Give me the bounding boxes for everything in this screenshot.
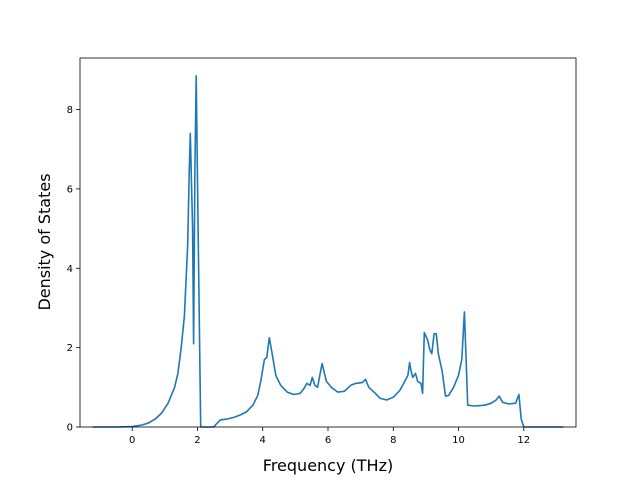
y-tick-label: 2 [67, 343, 73, 354]
y-tick-label: 0 [67, 423, 73, 434]
y-axis-label: Density of States [35, 173, 54, 310]
series-layer [92, 75, 564, 428]
ticks-layer: 0 2 4 6 8 10 12 0 2 4 6 8 [67, 105, 531, 446]
x-tick-label: 10 [452, 435, 465, 446]
y-tick-label: 6 [67, 184, 73, 195]
x-tick-label: 6 [325, 435, 331, 446]
x-tick-label: 8 [390, 435, 396, 446]
y-tick-label: 8 [67, 105, 73, 116]
x-tick-label: 0 [129, 435, 135, 446]
x-tick-label: 2 [194, 435, 200, 446]
x-tick-label: 12 [517, 435, 530, 446]
x-axis-label: Frequency (THz) [263, 456, 393, 475]
y-tick-label: 4 [67, 264, 73, 275]
plot-area-frame [79, 57, 577, 428]
x-tick-label: 4 [260, 435, 266, 446]
series-line [92, 75, 564, 428]
